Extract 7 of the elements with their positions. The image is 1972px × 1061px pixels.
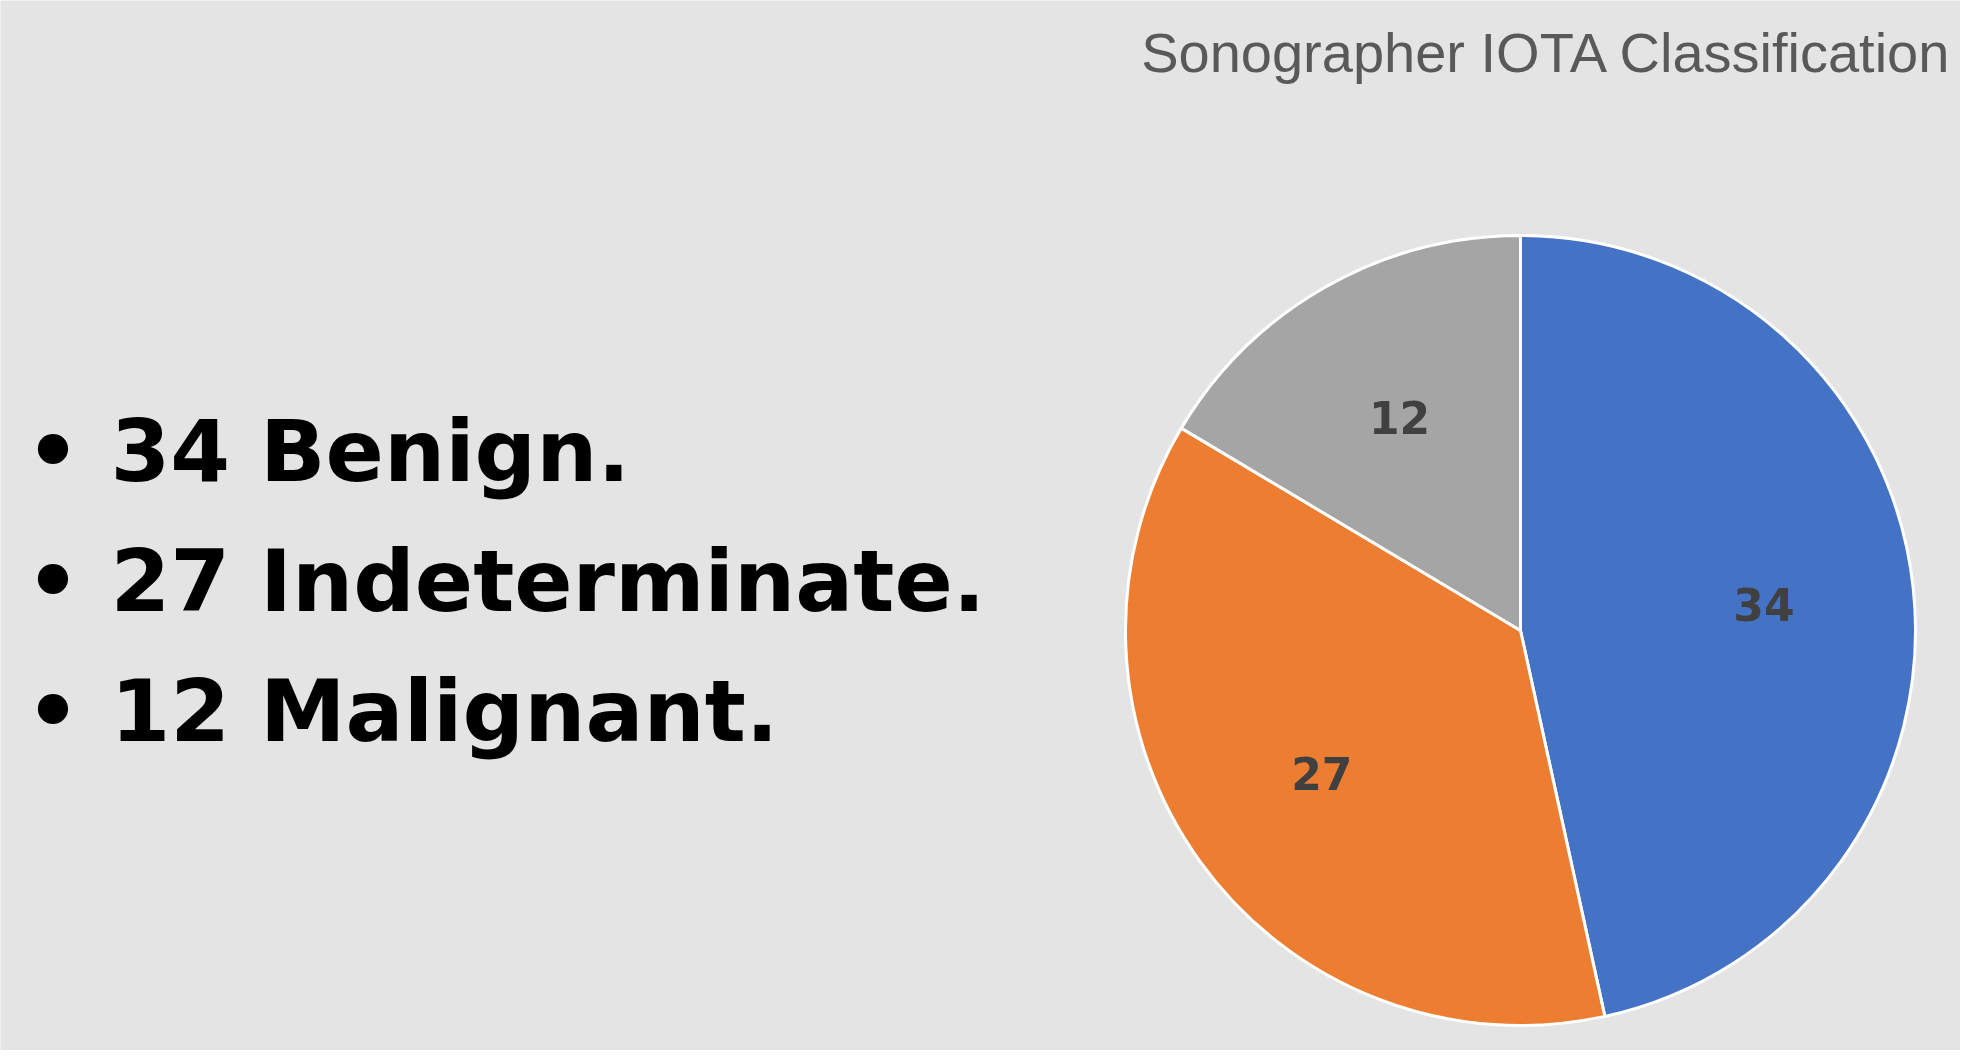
data-label: 27 <box>1291 749 1353 801</box>
data-label: 34 <box>1733 579 1795 631</box>
text: • 27 Indeterminate. <box>25 530 986 631</box>
chart-title: Sonographer IOTA Classification <box>1141 20 1950 84</box>
data-label: 12 <box>1368 393 1431 445</box>
text: • 34 Benign. <box>25 400 631 501</box>
text: • 12 Malignant. <box>25 660 779 761</box>
